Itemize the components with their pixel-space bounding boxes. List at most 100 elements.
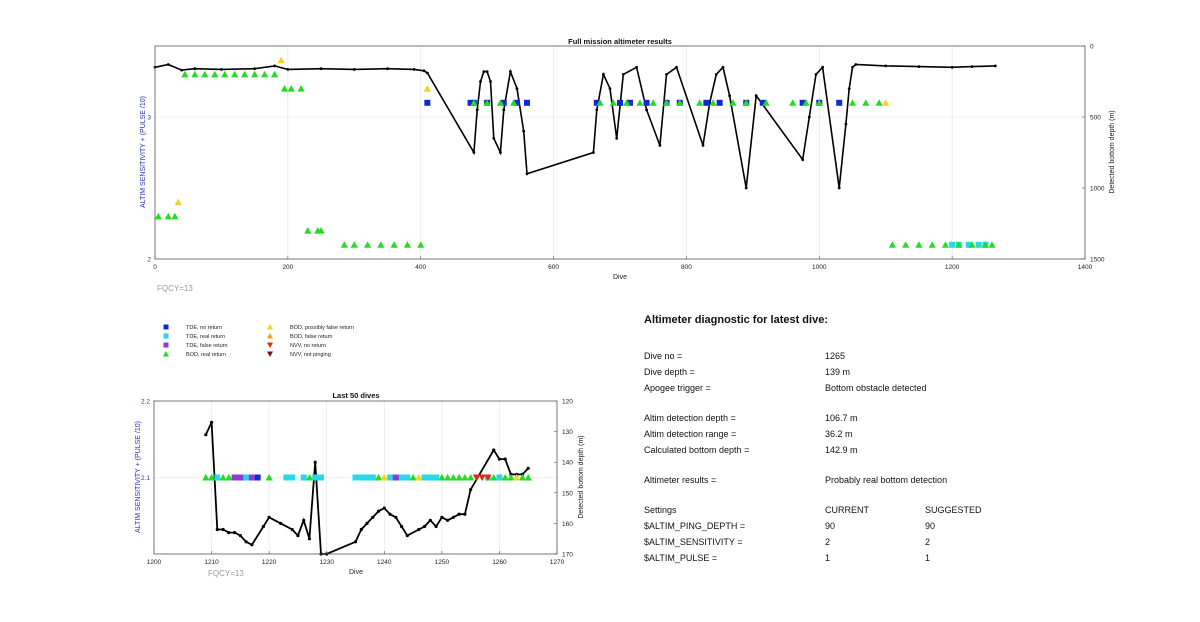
altimeter-marker <box>423 85 431 92</box>
bottom-depth-point <box>440 515 444 519</box>
altimeter-marker <box>380 473 388 481</box>
current-column-label: CURRENT <box>825 505 869 515</box>
altimeter-marker <box>231 70 239 78</box>
bottom-depth-point <box>602 73 605 76</box>
altimeter-marker <box>649 99 657 106</box>
detection-depth-value: 106.7 m <box>825 413 858 423</box>
bottom-depth-point <box>721 65 725 69</box>
altimeter-marker <box>237 474 244 481</box>
altimeter-marker <box>975 241 982 248</box>
altimeter-marker <box>759 99 766 106</box>
altimeter-marker <box>404 474 411 481</box>
y-right-tick-label: 130 <box>562 429 573 436</box>
x-tick-label: 1400 <box>1078 264 1093 271</box>
altimeter-marker <box>461 473 469 481</box>
bottom-chart-series <box>202 420 532 556</box>
bottom-depth-point <box>382 506 386 510</box>
x-tick-label: 1200 <box>147 559 162 566</box>
altimeter-marker <box>374 473 383 481</box>
bottom-depth-point <box>917 65 921 68</box>
setting-name: $ALTIM_PING_DEPTH = <box>644 521 746 531</box>
dive-no-label: Dive no = <box>644 351 683 361</box>
legend-marker <box>267 342 273 348</box>
altimeter-marker <box>902 241 910 248</box>
y-right-tick-label: 150 <box>562 490 573 497</box>
altimeter-marker <box>231 474 238 481</box>
bottom-depth-point <box>193 67 197 71</box>
bottom-depth-point <box>238 534 242 538</box>
bottom-depth-point <box>503 457 507 461</box>
detection-range-label: Altim detection range = <box>644 429 737 439</box>
bottom-depth-point <box>675 65 678 69</box>
altimeter-marker <box>490 473 498 481</box>
bottom-depth-point <box>485 70 489 73</box>
top-chart-title: Full mission altimeter results <box>568 37 672 46</box>
bottom-depth-point <box>371 515 375 519</box>
bottom-depth-point <box>365 521 369 526</box>
bottom-depth-point <box>313 460 317 464</box>
y-right-tick-label: 1500 <box>1090 257 1105 264</box>
altimeter-marker <box>312 474 319 481</box>
bottom-depth-point <box>821 65 824 69</box>
bottom-chart-y-left-label: ALTIM SENSITIVITY + (PULSE /10) <box>135 421 142 533</box>
bottom-depth-point <box>352 68 356 71</box>
bottom-depth-point <box>463 512 467 516</box>
bottom-depth-point <box>244 540 248 544</box>
altimeter-marker <box>949 241 956 248</box>
bottom-chart-axes-box <box>153 400 558 555</box>
altimeter-marker <box>444 473 452 481</box>
bottom-chart-footnote: FQCY=13 <box>208 569 244 578</box>
bottom-depth-point <box>492 448 496 452</box>
bottom-depth-point <box>525 172 529 176</box>
y-right-tick-label: 1000 <box>1090 186 1105 193</box>
altimeter-marker <box>729 99 737 106</box>
altimeter-marker <box>358 474 365 481</box>
altimeter-marker <box>317 474 324 481</box>
bottom-depth-point <box>302 518 306 522</box>
altimeter-marker <box>449 473 457 481</box>
bottom-depth-point <box>801 158 805 162</box>
marker-legend: TDE, no return TDE, real return TDE, false… <box>163 324 354 358</box>
detection-depth-label: Altim detection depth = <box>644 413 736 423</box>
bottom-depth-point <box>319 67 323 71</box>
altimeter-marker <box>297 85 305 92</box>
altimeter-marker <box>875 99 883 106</box>
altimeter-marker <box>261 70 269 78</box>
bottom-chart-title: Last 50 dives <box>332 391 379 400</box>
bottom-depth-point <box>884 64 888 68</box>
altimeter-marker <box>438 473 446 481</box>
altimeter-marker <box>392 474 399 481</box>
bottom-depth-point <box>526 466 530 470</box>
altimeter-marker <box>955 241 963 248</box>
altimeter-marker <box>207 473 216 481</box>
bottom-depth-point <box>807 115 811 119</box>
legend-label: BOD, possibly false return <box>290 325 354 331</box>
top-chart-y-left-label: ALTIM SENSITIVITY + (PULSE /10) <box>140 96 147 208</box>
bottom-chart-x-ticks: 1200 1210 1220 1230 1240 1250 1260 1270 <box>147 551 565 566</box>
legend-marker <box>163 324 169 330</box>
x-tick-label: 1240 <box>377 559 392 566</box>
altimeter-marker <box>501 473 509 481</box>
altimeter-marker <box>703 99 710 106</box>
altimeter-marker <box>836 99 843 106</box>
bottom-depth-point <box>215 527 219 532</box>
setting-row: $ALTIM_PING_DEPTH = 90 90 <box>644 518 1164 534</box>
altimeter-marker <box>154 212 162 220</box>
legend-label: BOD, false return <box>290 334 333 340</box>
top-chart-axes-box <box>154 45 1086 260</box>
y-right-tick-label: 140 <box>562 460 573 467</box>
altimeter-marker <box>409 473 417 481</box>
altimeter-marker <box>265 473 273 481</box>
bottom-depth-point <box>497 457 501 461</box>
bottom-depth-point <box>502 108 506 112</box>
altimeter-marker <box>251 70 259 78</box>
altimeter-marker <box>981 241 989 248</box>
settings-label: Settings <box>644 505 677 515</box>
bottom-depth-point <box>635 65 638 69</box>
bottom-depth-point <box>434 524 438 529</box>
bottom-depth-point <box>754 94 758 98</box>
bottom-depth-point <box>615 136 619 140</box>
bottom-depth-point <box>515 87 519 90</box>
bottom-depth-point <box>814 73 818 76</box>
setting-current: 1 <box>825 553 831 563</box>
